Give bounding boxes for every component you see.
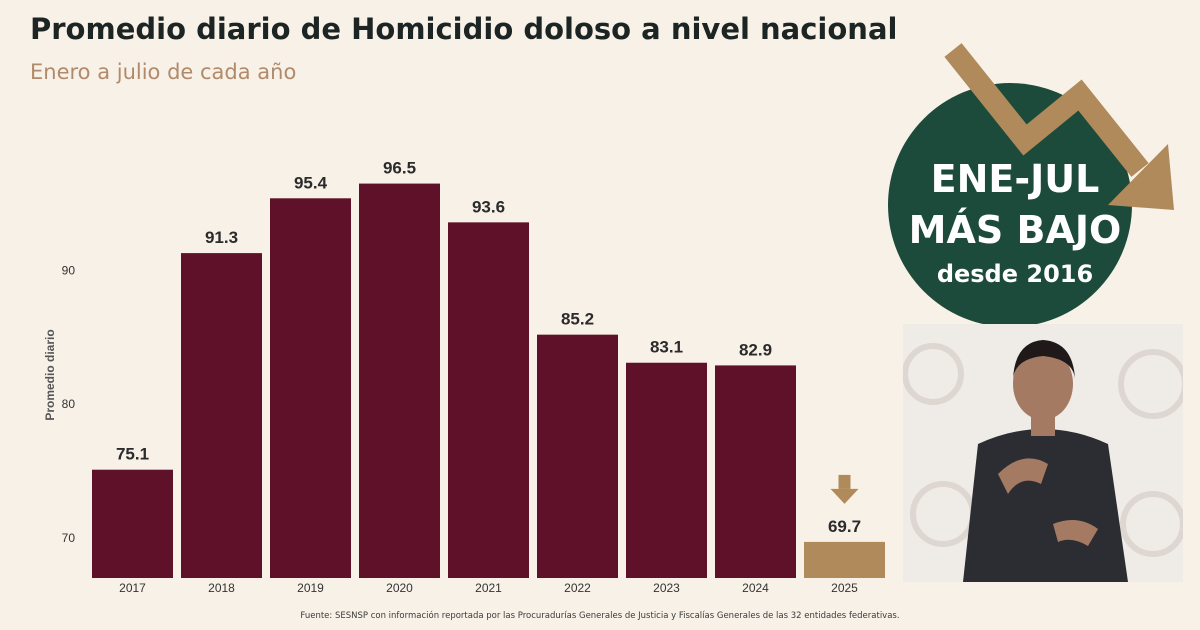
bar-2021 bbox=[448, 222, 529, 578]
x-tick-label: 2021 bbox=[475, 581, 502, 595]
value-label: 85.2 bbox=[561, 310, 594, 329]
x-axis-labels: 2017 2018 2019 2020 2021 2022 2023 2024 2025 bbox=[119, 581, 858, 595]
interpreter-image bbox=[903, 324, 1183, 582]
y-tick-label: 80 bbox=[62, 397, 76, 411]
y-axis-label: Promedio diario bbox=[43, 329, 57, 420]
y-axis-ticks: 70 80 90 bbox=[62, 263, 76, 544]
value-label: 95.4 bbox=[294, 173, 328, 192]
bar-2020 bbox=[359, 183, 440, 578]
x-tick-label: 2025 bbox=[831, 581, 858, 595]
value-label: 93.6 bbox=[472, 197, 505, 216]
bars bbox=[92, 183, 885, 579]
chart-title: Promedio diario de Homicidio doloso a ni… bbox=[30, 12, 898, 46]
bar-2019 bbox=[270, 198, 351, 579]
sign-language-interpreter-video bbox=[903, 324, 1183, 582]
bar-2025 bbox=[804, 541, 885, 578]
value-label: 75.1 bbox=[116, 445, 149, 464]
x-tick-label: 2022 bbox=[564, 581, 591, 595]
badge-line1: ENE-JUL bbox=[931, 157, 1100, 201]
trend-arrow-head-icon bbox=[1108, 144, 1174, 210]
x-tick-label: 2023 bbox=[653, 581, 680, 595]
x-tick-label: 2019 bbox=[297, 581, 324, 595]
bar-2024 bbox=[715, 365, 796, 578]
bar-2022 bbox=[537, 334, 618, 578]
bar-chart: 70 80 90 Promedio diario 75.1 91.3 95.4 96.5 9… bbox=[43, 159, 885, 595]
value-label: 69.7 bbox=[828, 517, 861, 536]
badge-line3: desde 2016 bbox=[937, 260, 1093, 288]
bar-2017 bbox=[92, 469, 173, 578]
x-tick-label: 2018 bbox=[208, 581, 235, 595]
x-tick-label: 2020 bbox=[386, 581, 413, 595]
y-tick-label: 70 bbox=[62, 531, 76, 545]
bar-2023 bbox=[626, 362, 707, 578]
badge-circle bbox=[888, 83, 1132, 327]
trend-arrow-icon bbox=[944, 43, 1149, 177]
chart-subtitle: Enero a julio de cada año bbox=[30, 60, 297, 84]
down-arrow-icon bbox=[830, 474, 859, 504]
value-label: 91.3 bbox=[205, 228, 238, 247]
badge-line2: MÁS BAJO bbox=[909, 208, 1122, 252]
value-label: 82.9 bbox=[739, 340, 772, 359]
x-tick-label: 2017 bbox=[119, 581, 146, 595]
x-tick-label: 2024 bbox=[742, 581, 769, 595]
badge: ENE-JUL MÁS BAJO desde 2016 bbox=[888, 43, 1174, 327]
y-tick-label: 90 bbox=[62, 263, 76, 277]
source-note: Fuente: SESNSP con información reportada… bbox=[300, 611, 900, 621]
value-label: 96.5 bbox=[383, 159, 416, 178]
value-label: 83.1 bbox=[650, 338, 683, 357]
value-labels: 75.1 91.3 95.4 96.5 93.6 85.2 83.1 82.9 69.7 bbox=[116, 159, 861, 536]
bar-2018 bbox=[181, 253, 262, 578]
